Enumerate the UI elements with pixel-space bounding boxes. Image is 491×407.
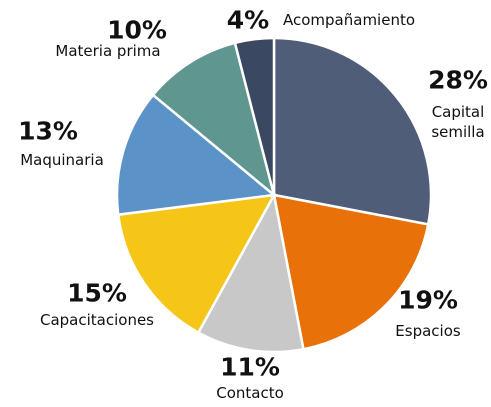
value-label: 13%: [18, 116, 78, 146]
value-label: 15%: [67, 278, 127, 308]
category-label: Maquinaria: [20, 151, 104, 169]
category-label: Materia prima: [55, 42, 161, 60]
pie-slice: [272, 193, 430, 351]
value-label: 10%: [107, 15, 167, 45]
value-label: 11%: [220, 352, 280, 382]
category-label: Espacios: [395, 322, 461, 340]
category-label: Acompañamiento: [283, 11, 416, 29]
pie-slice: [272, 36, 433, 226]
pie-slice: [233, 36, 276, 196]
category-label: Capacitaciones: [39, 311, 155, 329]
pie-slice: [196, 191, 305, 354]
category-label: Contacto: [216, 384, 284, 402]
category-label: Capital semilla: [431, 103, 485, 141]
value-label: 19%: [398, 285, 458, 315]
pie-slice: [116, 193, 277, 335]
value-label: 4%: [226, 5, 270, 35]
pie-slice: [115, 93, 278, 217]
value-label: 28%: [428, 65, 488, 95]
